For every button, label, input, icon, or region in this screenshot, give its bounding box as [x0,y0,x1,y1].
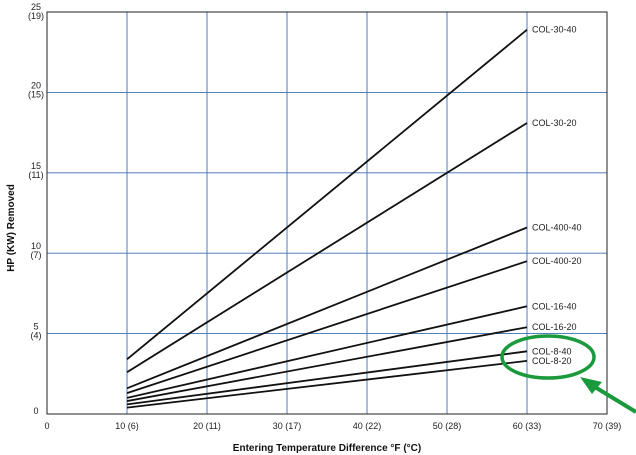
y-tick-sublabel: (15) [28,89,44,99]
y-tick-label: 25 [31,2,41,12]
y-tick-label: 5 [33,322,38,332]
series-label-col-8-20: COL-8-20 [532,356,572,366]
x-tick-label: 40 (22) [353,421,382,431]
x-axis-label: Entering Temperature Difference °F (°C) [233,443,421,454]
x-tick-label: 60 (33) [513,421,542,431]
highlight-arrow-head [580,377,602,394]
plot-border [46,11,608,415]
y-tick-sublabel: (4) [31,331,42,341]
series-label-col-400-40: COL-400-40 [532,222,582,232]
series-label-col-400-20: COL-400-20 [532,256,582,266]
series-label-col-16-40: COL-16-40 [532,301,577,311]
grid [46,11,608,415]
highlight-annotation [500,334,636,414]
series-label-col-30-20: COL-30-20 [532,118,577,128]
highlight-ellipse [500,334,596,380]
y-tick-label: 10 [31,241,41,251]
y-tick-label: 15 [31,161,41,171]
highlight-arrow-shaft [588,382,636,414]
plot-background [47,12,607,414]
x-tick-label: 50 (28) [433,421,462,431]
series-line-col-400-40 [126,226,528,390]
y-tick-sublabel: (7) [31,250,42,260]
series-label-col-30-40: COL-30-40 [532,25,577,35]
x-tick-label: 20 (11) [193,421,221,431]
y-axis-label: HP (KW) Removed [6,184,17,272]
series-label-col-16-20: COL-16-20 [532,322,577,332]
series-labels: COL-30-40 COL-30-20 COL-400-40 COL-400-20 CO… [532,25,582,366]
y-tick-label: 20 [31,80,41,90]
series-group [126,29,528,409]
series-line-col-16-40 [126,305,528,399]
series-line-col-16-20 [126,326,528,402]
series-line-col-30-20 [126,122,528,373]
series-line-col-8-20 [126,360,528,409]
x-tick-label: 0 [44,421,49,431]
x-tick-label: 70 (39) [593,421,622,431]
x-tick-label: 10 (6) [115,421,139,431]
series-line-col-8-40 [126,350,528,406]
series-line-col-30-40 [126,29,528,360]
series-line-col-400-20 [126,260,528,394]
y-tick-sublabel: (19) [28,11,44,21]
y-tick-label: 0 [33,406,38,416]
series-label-col-8-40: COL-8-40 [532,346,572,356]
x-tick-label: 30 (17) [273,421,302,431]
tick-labels: 0 10 (6) 20 (11) 30 (17) 40 (22) 50 (28) 60 (3… [28,2,621,431]
y-tick-sublabel: (11) [28,170,43,180]
